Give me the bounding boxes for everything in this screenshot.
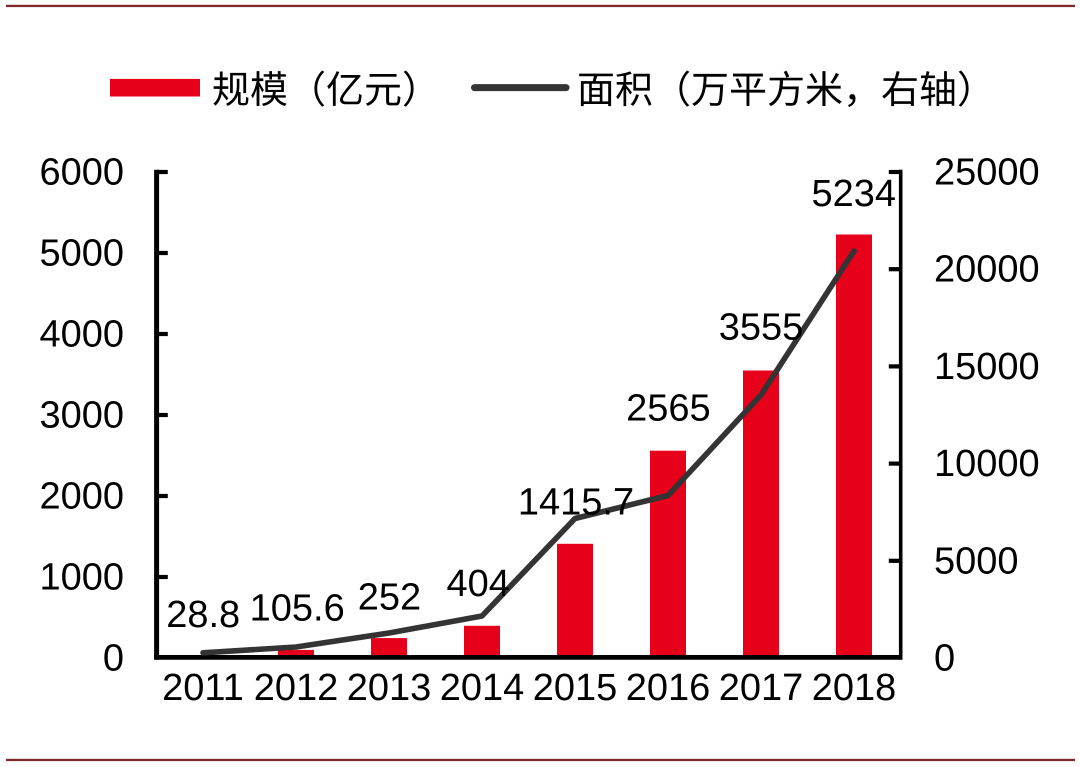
svg-text:20000: 20000 xyxy=(934,249,1040,291)
svg-text:2015: 2015 xyxy=(533,667,618,709)
svg-text:0: 0 xyxy=(103,638,124,680)
svg-text:4000: 4000 xyxy=(39,314,124,356)
svg-text:0: 0 xyxy=(934,638,955,680)
svg-text:10000: 10000 xyxy=(934,443,1040,485)
svg-text:25000: 25000 xyxy=(934,152,1040,194)
svg-text:5000: 5000 xyxy=(934,540,1019,582)
svg-text:252: 252 xyxy=(358,577,421,619)
svg-text:6000: 6000 xyxy=(39,152,124,194)
svg-text:5234: 5234 xyxy=(812,173,897,215)
svg-text:2011: 2011 xyxy=(162,667,244,709)
svg-text:2013: 2013 xyxy=(347,667,432,709)
svg-text:1415.7: 1415.7 xyxy=(518,482,634,524)
svg-text:2018: 2018 xyxy=(812,667,897,709)
svg-text:2012: 2012 xyxy=(254,667,339,709)
svg-text:3555: 3555 xyxy=(719,307,804,349)
svg-text:28.8: 28.8 xyxy=(166,594,240,636)
svg-text:404: 404 xyxy=(446,563,509,605)
svg-text:1000: 1000 xyxy=(39,557,124,599)
svg-text:2565: 2565 xyxy=(626,388,711,430)
svg-text:3000: 3000 xyxy=(39,395,124,437)
svg-text:2000: 2000 xyxy=(39,476,124,518)
svg-text:2014: 2014 xyxy=(440,667,525,709)
svg-text:2016: 2016 xyxy=(626,667,711,709)
svg-text:105.6: 105.6 xyxy=(250,588,345,630)
svg-text:2017: 2017 xyxy=(719,667,804,709)
svg-text:15000: 15000 xyxy=(934,346,1040,388)
svg-text:5000: 5000 xyxy=(39,233,124,275)
